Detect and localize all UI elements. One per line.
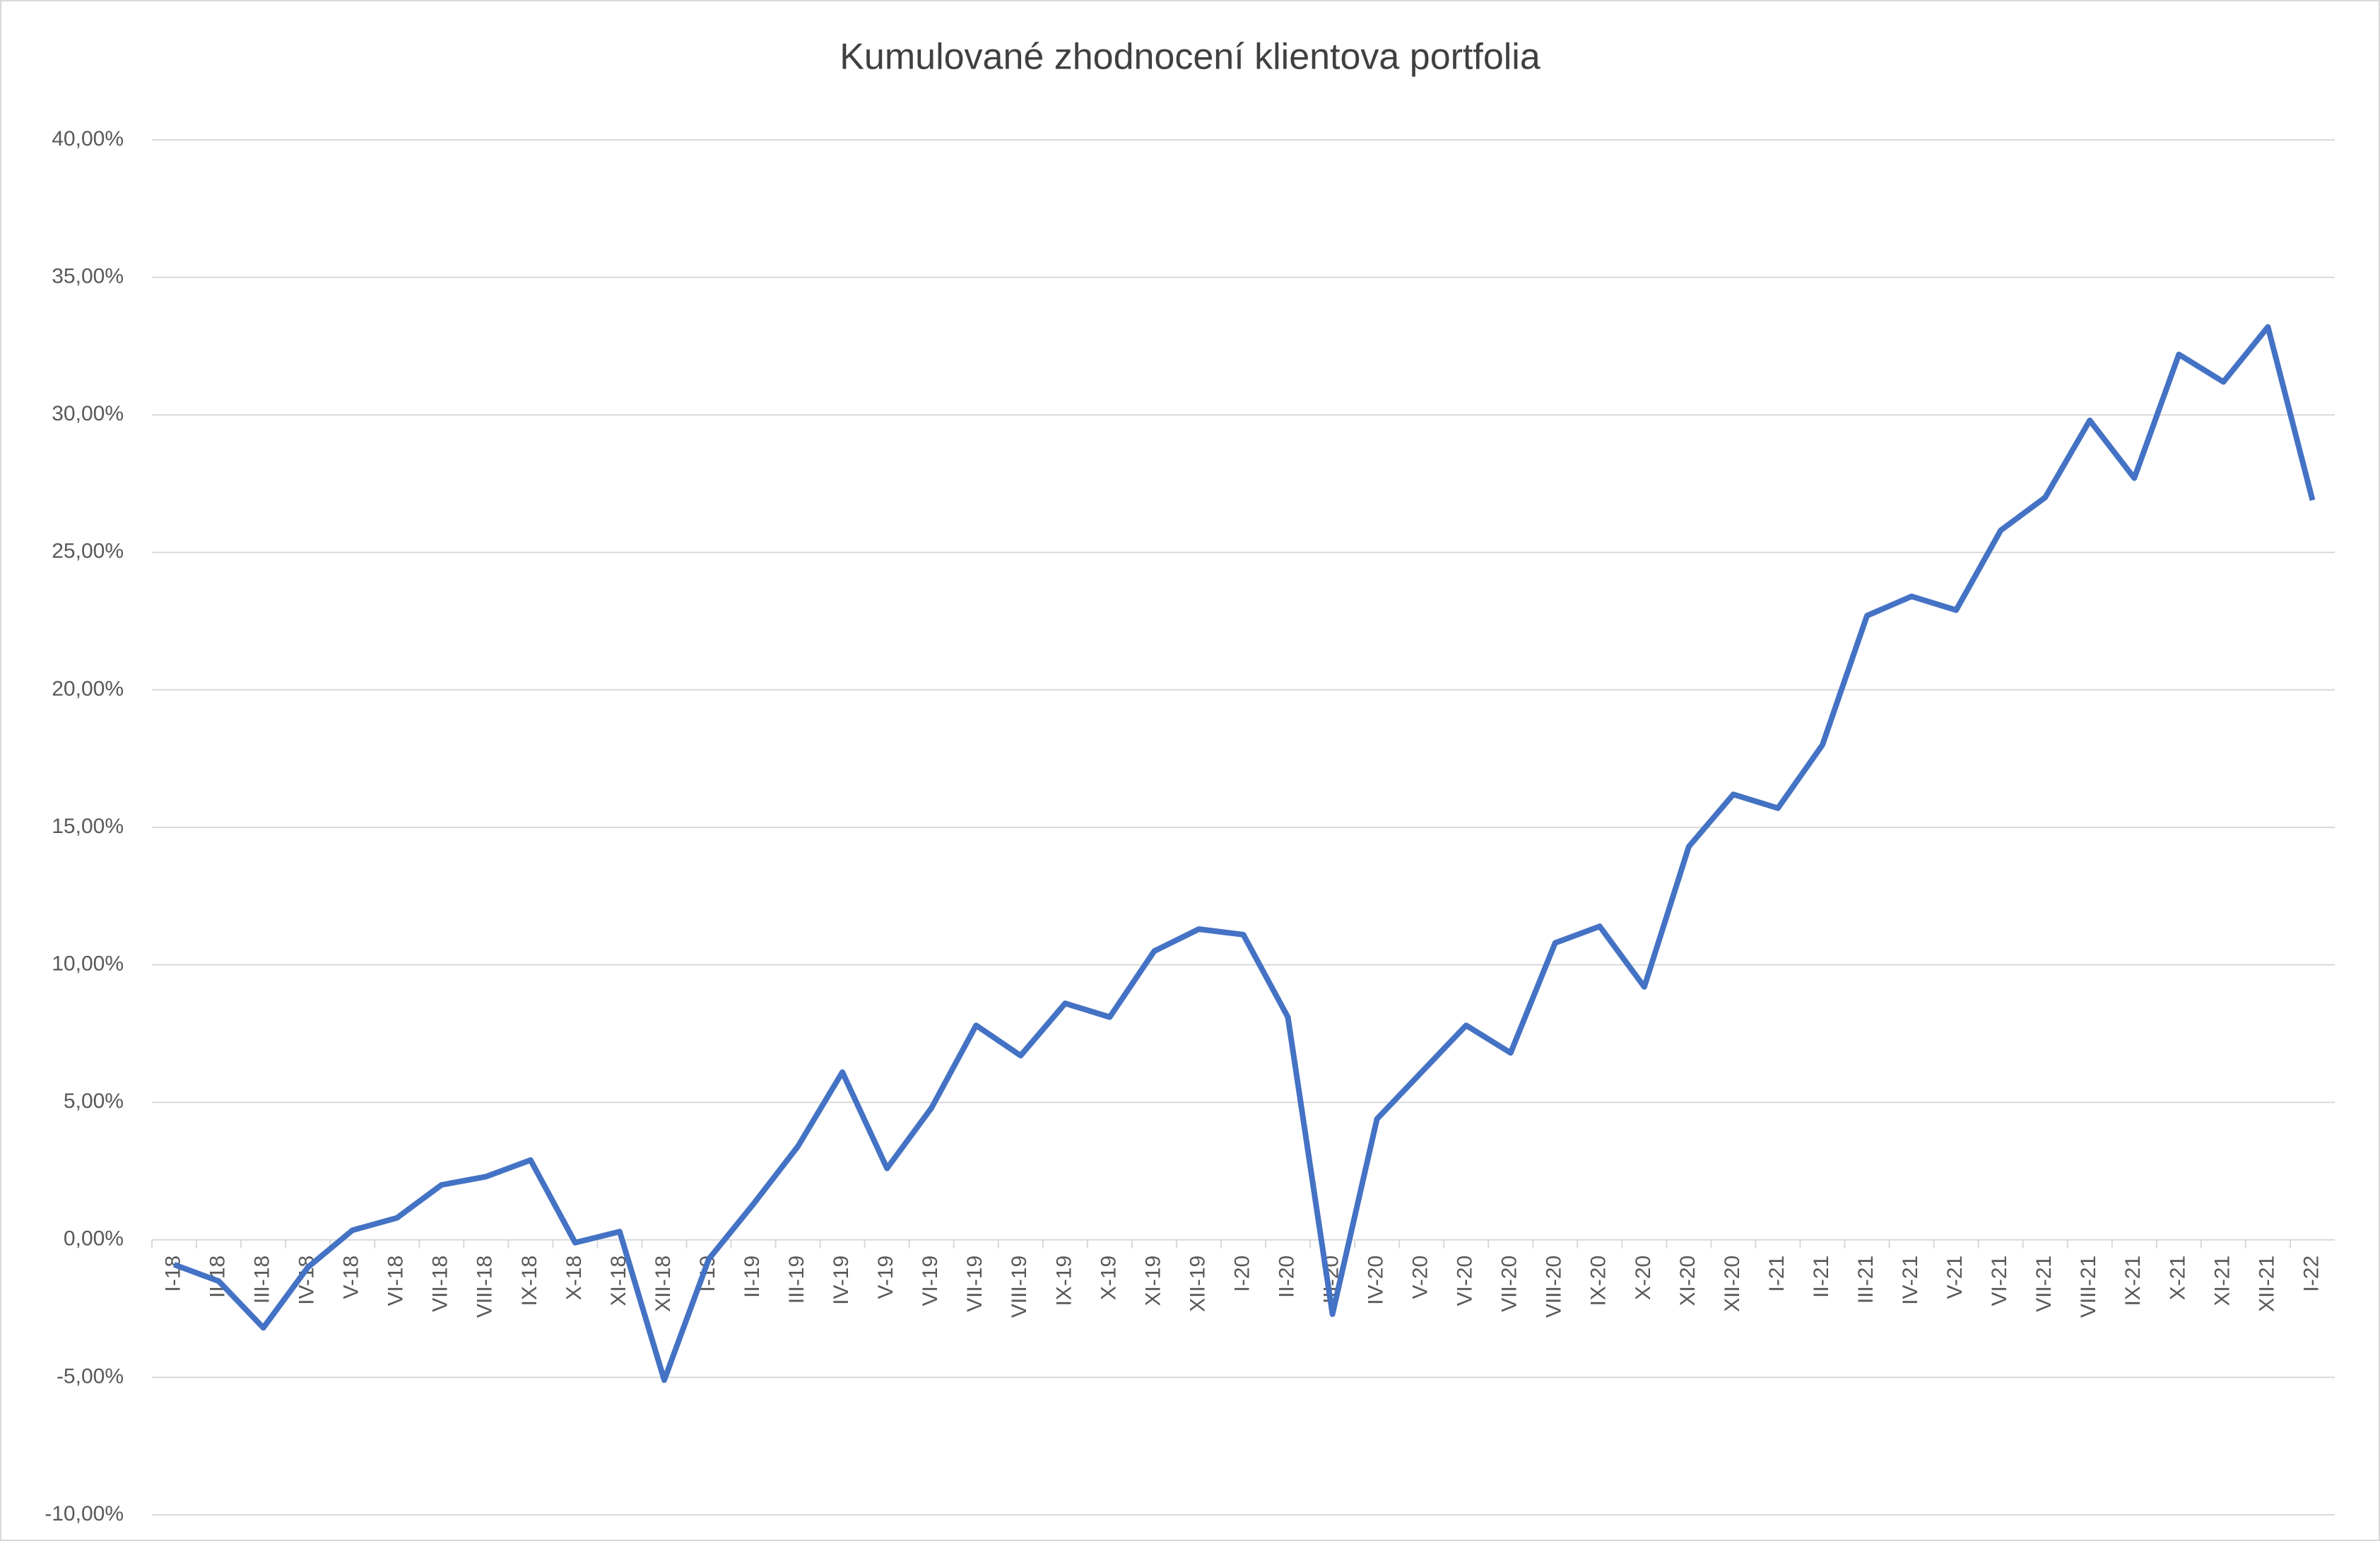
y-tick-label: 20,00% [52,677,124,700]
x-tick-label: I-20 [1230,1256,1254,1292]
x-tick-label: VI-18 [384,1256,408,1306]
x-tick-label: III-18 [251,1256,274,1304]
x-tick-label: VII-20 [1498,1256,1521,1312]
x-tick-label: IX-18 [518,1256,541,1306]
x-tick-label: XI-18 [607,1256,630,1306]
x-tick-label: III-19 [785,1256,808,1304]
y-tick-label: 10,00% [52,952,124,976]
x-tick-label: VIII-21 [2077,1256,2100,1318]
x-tick-label: XII-21 [2255,1256,2278,1312]
x-tick-label: VIII-20 [1543,1256,1566,1318]
x-tick-label: IX-20 [1587,1256,1610,1306]
x-tick-label: X-18 [562,1256,586,1300]
x-tick-label: VII-19 [963,1256,986,1312]
x-tick-label: XII-20 [1721,1256,1744,1312]
y-tick-label: 5,00% [64,1090,124,1113]
x-tick-label: VIII-18 [473,1256,497,1318]
x-tick-label: V-19 [874,1256,897,1299]
x-tick-label: IV-21 [1899,1256,1922,1305]
x-tick-label: XII-19 [1186,1256,1209,1312]
x-tick-label: V-21 [1943,1256,1967,1299]
y-tick-label: 35,00% [52,265,124,288]
x-tick-label: V-20 [1409,1256,1432,1299]
x-tick-label: X-20 [1632,1256,1655,1300]
x-tick-label: VII-18 [429,1256,452,1312]
x-tick-label: I-22 [2299,1256,2323,1292]
y-tick-label: 0,00% [64,1227,124,1251]
x-tick-label: VII-21 [2032,1256,2056,1312]
y-tick-label: -10,00% [45,1502,124,1525]
x-tick-label: VI-20 [1454,1256,1477,1306]
x-tick-label: II-21 [1810,1256,1833,1298]
x-tick-label: X-21 [2166,1256,2189,1300]
chart-title: Kumulované zhodnocení klientova portfoli… [840,37,1540,78]
x-tick-label: III-21 [1854,1256,1878,1304]
line [173,324,2316,1383]
x-tick-label: VIII-19 [1008,1256,1031,1318]
x-tick-label: V-18 [340,1256,363,1299]
x-tick-label: I-21 [1765,1256,1789,1292]
y-tick-label: 40,00% [52,127,124,150]
x-tick-label: VI-21 [1988,1256,2011,1306]
y-tick-label: 15,00% [52,815,124,838]
y-tick-label: 30,00% [52,402,124,425]
x-tick-label: X-19 [1097,1256,1120,1300]
x-tick-label: VI-19 [919,1256,942,1306]
x-tick-label: I-18 [161,1256,184,1292]
x-tick-label: XI-19 [1141,1256,1165,1306]
x-tick-label: XI-21 [2210,1256,2234,1306]
x-tick-label: XI-20 [1676,1256,1699,1306]
x-tick-label: IX-19 [1052,1256,1076,1306]
x-tick-label: XII-18 [652,1256,675,1312]
x-tick-label: IV-19 [830,1256,853,1305]
x-tick-label: IX-21 [2121,1256,2145,1306]
y-tick-label: 25,00% [52,540,124,563]
x-tick-label: II-20 [1275,1256,1298,1298]
y-tick-label: -5,00% [57,1364,124,1388]
x-tick-label: II-19 [741,1256,764,1298]
x-tick-label: IV-20 [1365,1256,1388,1305]
